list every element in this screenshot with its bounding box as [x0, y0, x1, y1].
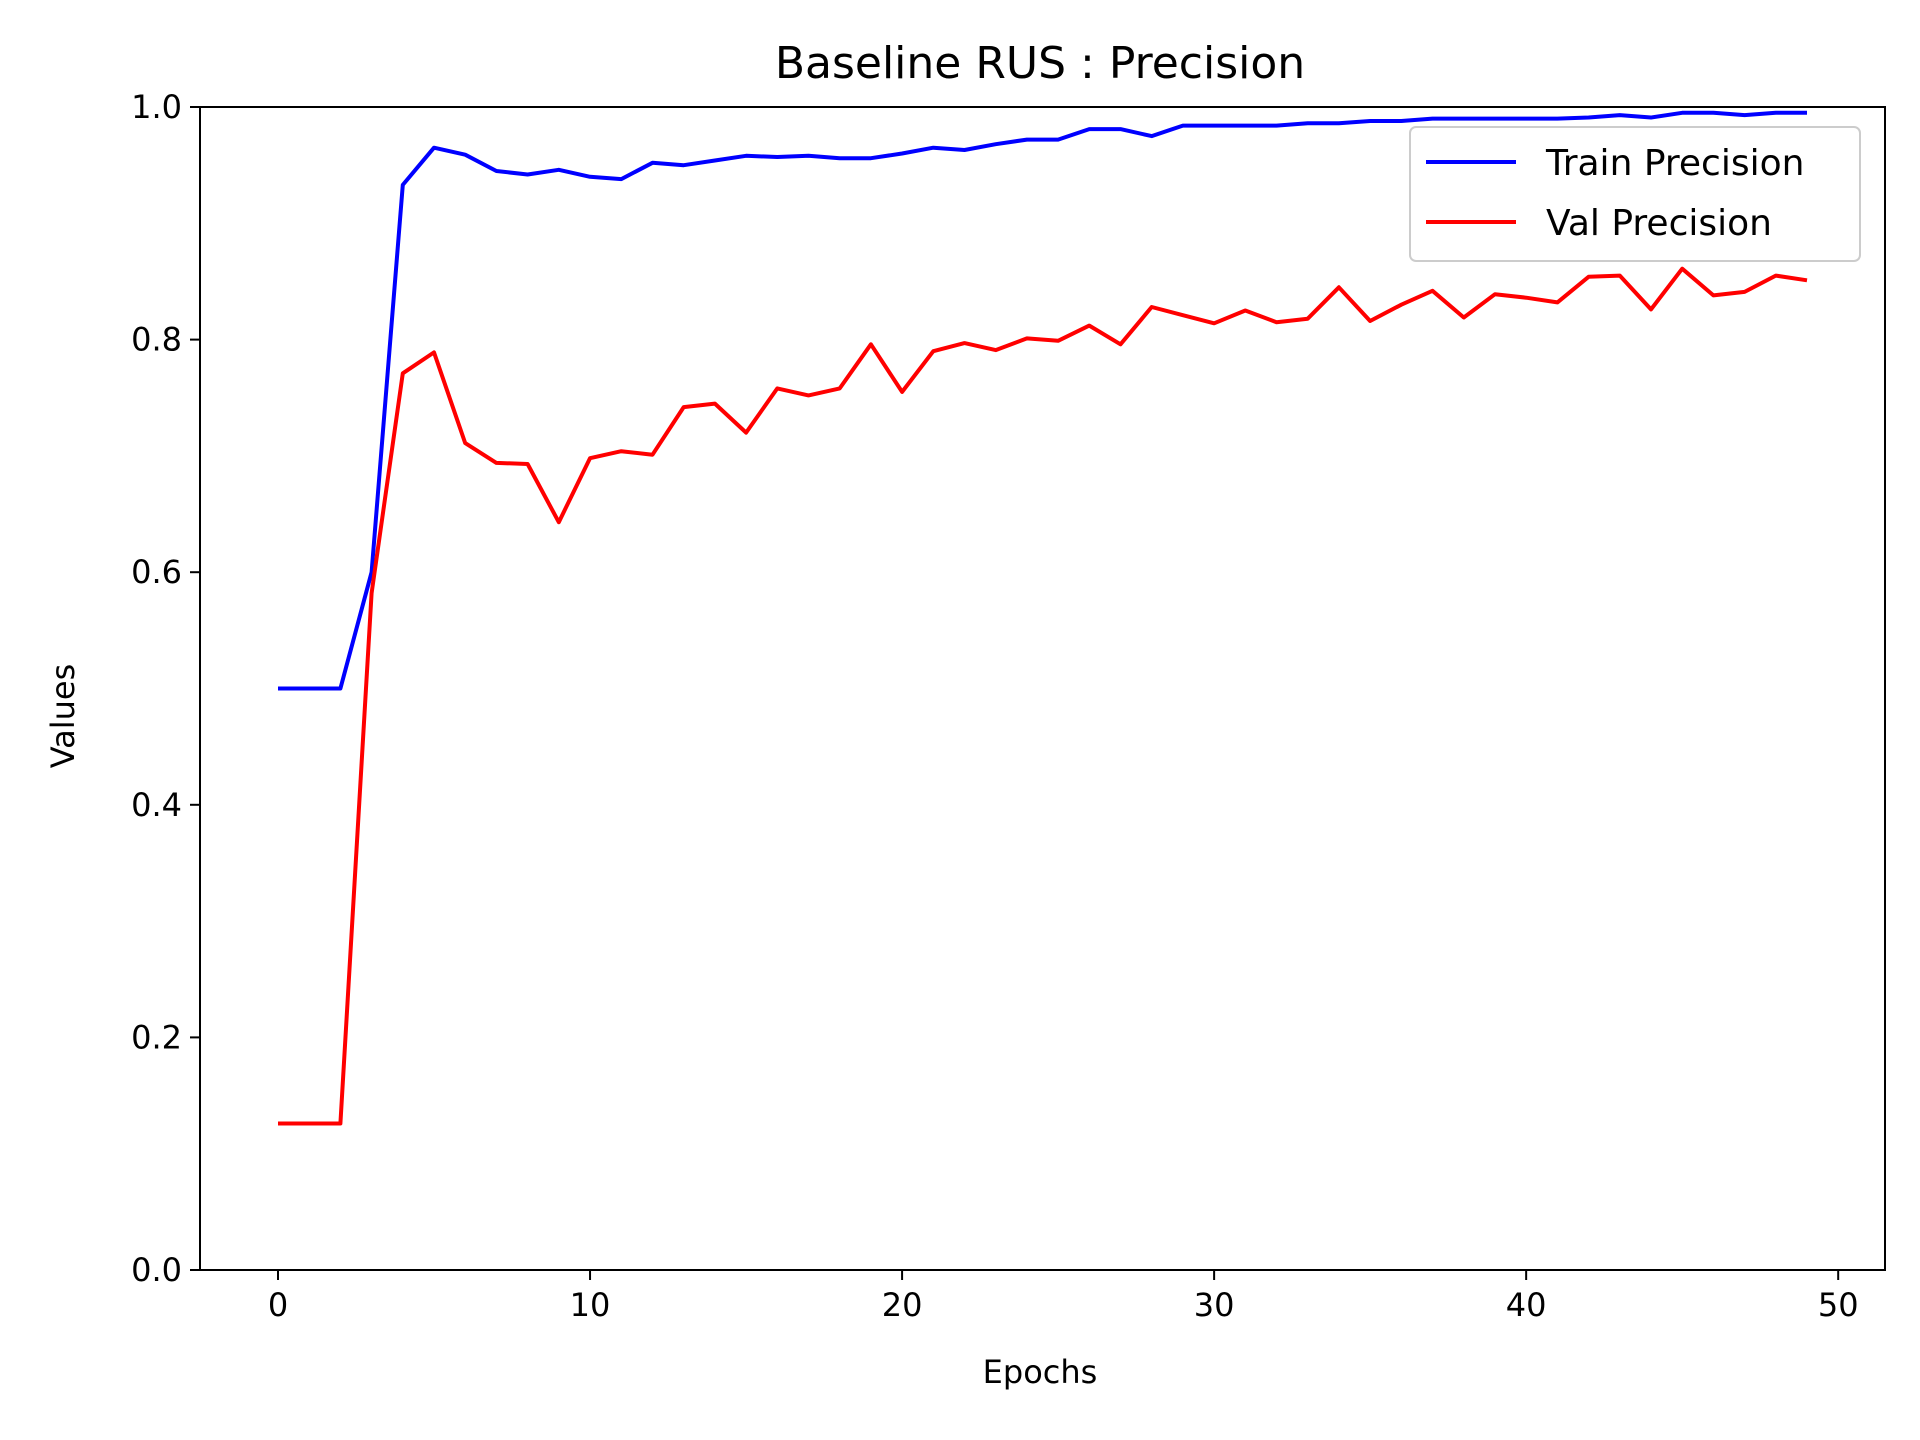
chart-title: Baseline RUS : Precision	[775, 38, 1305, 89]
y-tick-label: 0.4	[131, 786, 182, 824]
y-axis: 0.0 0.2 0.4 0.6 0.8 1.0	[131, 88, 200, 1289]
series-line-train-precision	[278, 110, 1807, 691]
x-tick-label: 30	[1194, 1286, 1235, 1324]
x-tick-label: 10	[570, 1286, 611, 1324]
y-tick-label: 1.0	[131, 88, 182, 126]
x-axis: 0 10 20 30 40 50	[268, 1270, 1859, 1324]
x-tick-label: 40	[1506, 1286, 1547, 1324]
y-tick-label: 0.6	[131, 553, 182, 591]
legend-label-train-precision: Train Precision	[1545, 143, 1804, 184]
y-axis-title: Values	[44, 664, 82, 769]
x-axis-title: Epochs	[983, 1353, 1098, 1391]
legend-label-val-precision: Val Precision	[1546, 203, 1772, 244]
x-tick-label: 20	[882, 1286, 923, 1324]
y-tick-label: 0.8	[131, 321, 182, 359]
x-tick-label: 50	[1818, 1286, 1859, 1324]
series-layer	[278, 110, 1808, 1126]
y-tick-label: 0.2	[131, 1018, 182, 1056]
x-tick-label: 0	[268, 1286, 288, 1324]
y-tick-label: 0.0	[131, 1251, 182, 1289]
series-line-val-precision	[278, 266, 1808, 1126]
legend: Train Precision Val Precision	[1409, 126, 1861, 262]
plot-frame	[199, 106, 1886, 1271]
legend-box	[1409, 126, 1861, 262]
